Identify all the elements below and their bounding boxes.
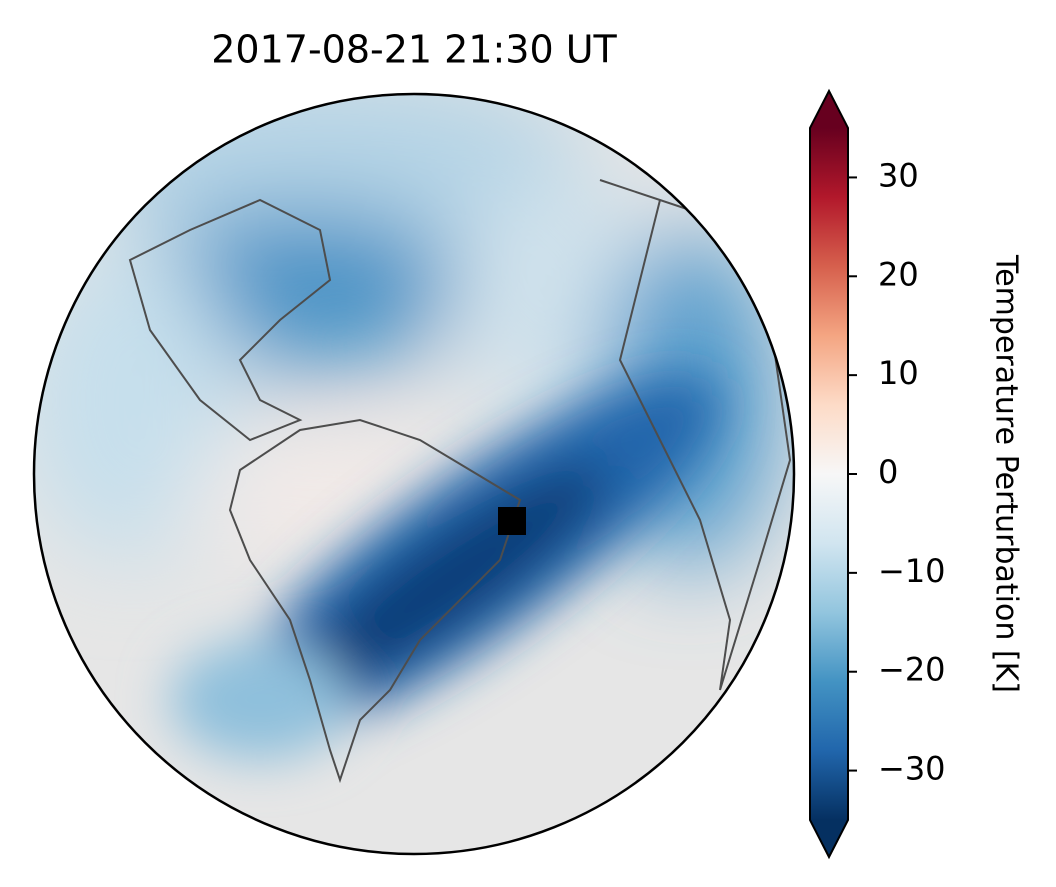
colorbar-tick-label: 10 [878,354,919,392]
colorbar-outline [809,88,849,860]
colorbar-label: Temperature Perturbation [K] [989,254,1024,693]
colorbar [810,128,848,820]
colorbar-extend-low [810,820,848,857]
colorbar-tick-label: 0 [878,453,898,491]
colorbar-tick-label: −30 [878,750,946,788]
colorbar-tick-label: 20 [878,255,919,293]
globe-outline [32,92,796,856]
colorbar-tick-label: 30 [878,156,919,194]
map-title: 2017-08-21 21:30 UT [211,28,617,72]
colorbar-extend-high [810,91,848,128]
globe [34,94,794,854]
colorbar-tick-label: −10 [878,552,946,590]
colorbar-tick-label: −20 [878,651,946,689]
